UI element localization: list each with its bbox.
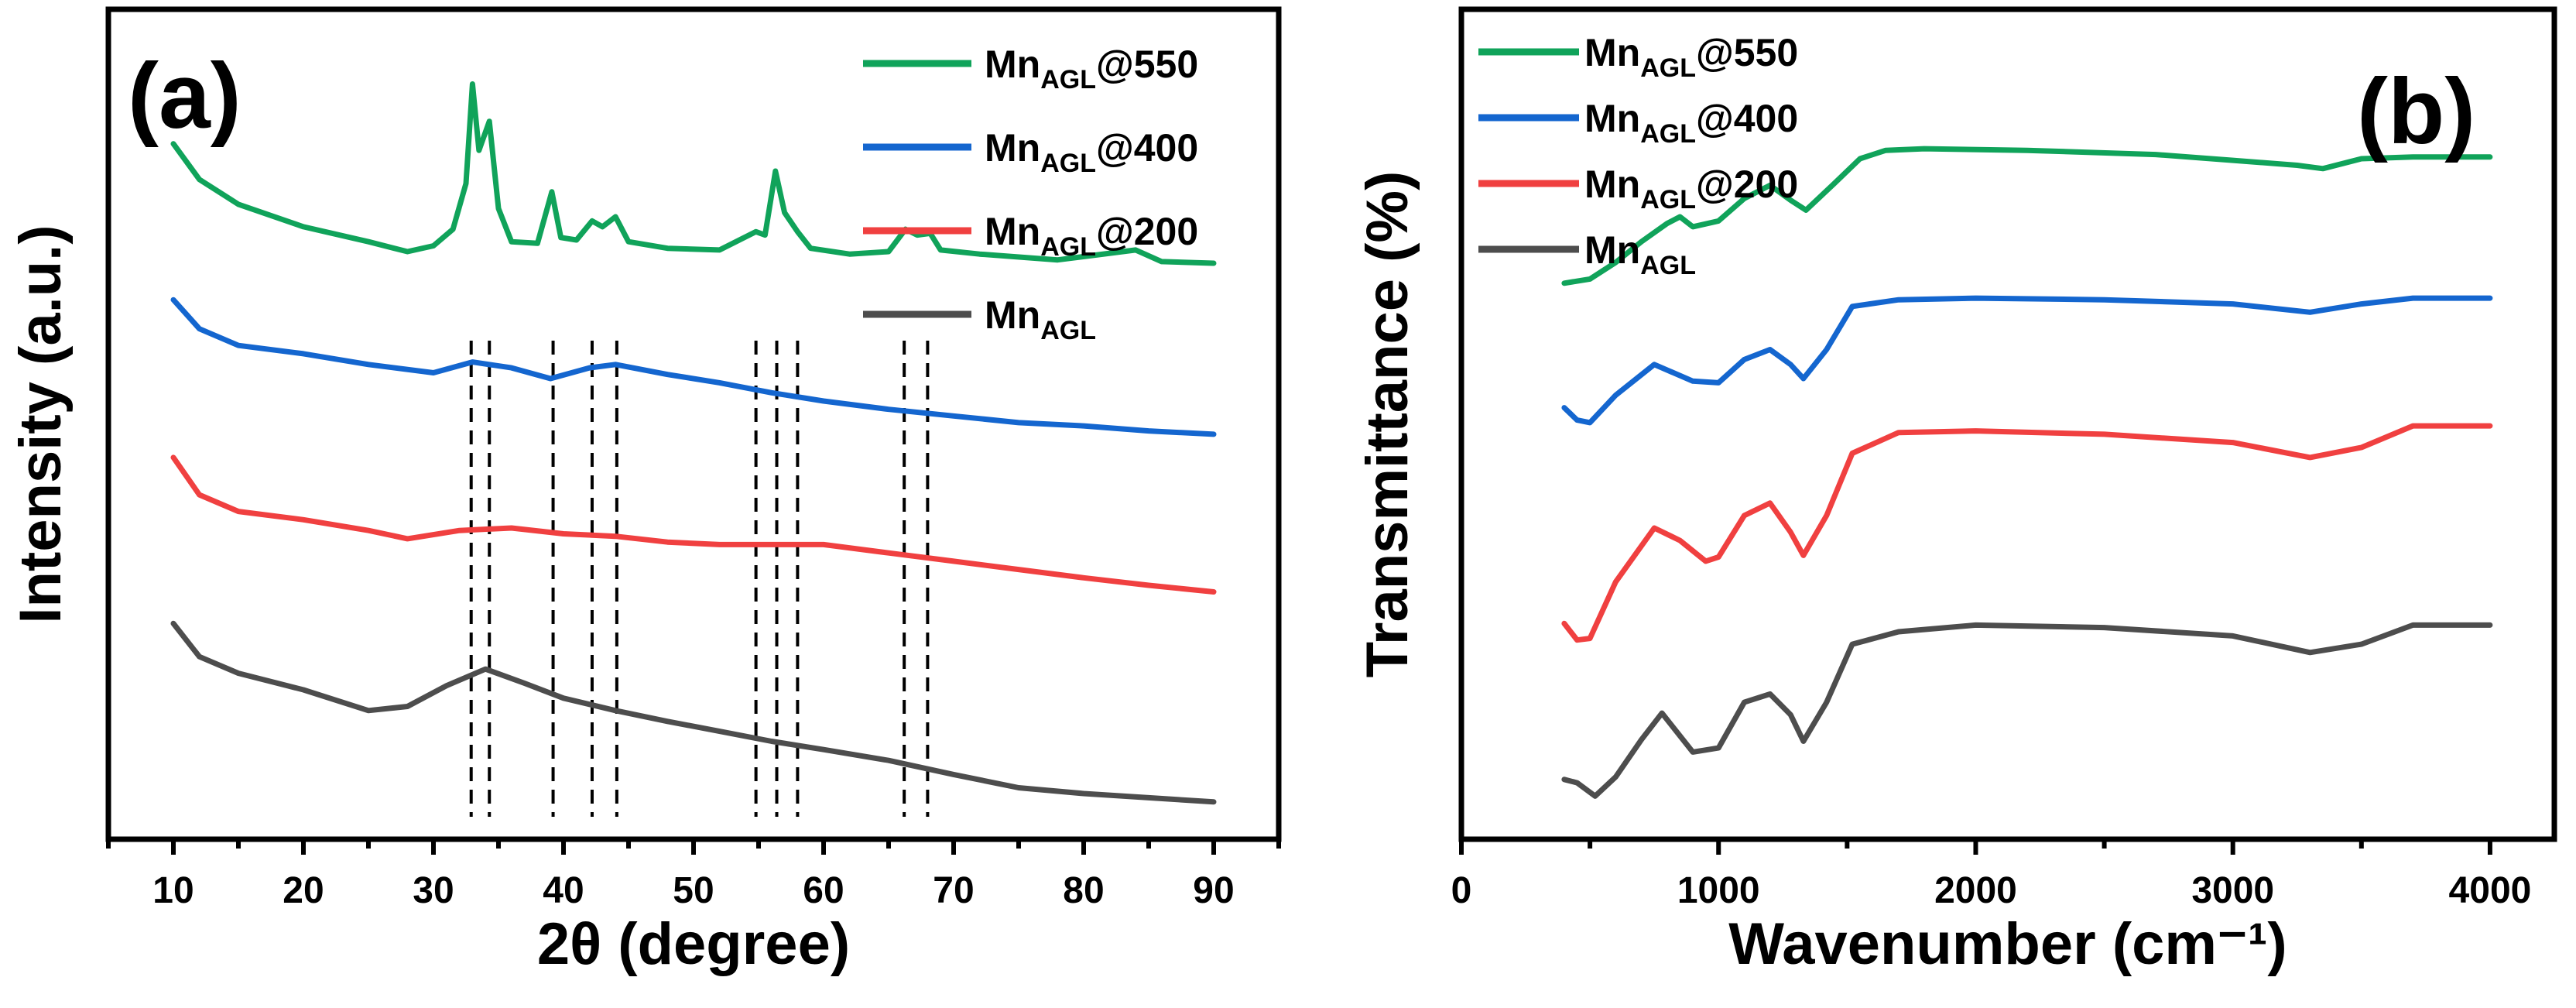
panel-a-x-axis-title: 2θ (degree) xyxy=(537,911,850,977)
panel-b-x-axis-title: Wavenumber (cm⁻¹) xyxy=(1728,911,2287,977)
panel-a-y-axis-title: Intensity (a.u.) xyxy=(8,225,74,623)
panel-a-chart: 10 20 30 40 50 60 70 80 90 2θ (degree) Intensity (… xyxy=(8,6,1282,977)
panel-b-legend-label-mn-agl-400: MnAGL@400 xyxy=(1584,97,1798,149)
panel-b-x-tick-label-4000: 4000 xyxy=(2449,870,2532,911)
panel-b-legend-label-mn-agl-200: MnAGL@200 xyxy=(1584,163,1798,214)
panel-b-x-tick-label-0: 0 xyxy=(1451,870,1472,911)
panel-b-x-tick-label-3000: 3000 xyxy=(2191,870,2274,911)
panel-a-x-tick-label-70: 70 xyxy=(933,870,974,911)
panel-b-legend-label-mn-agl: MnAGL xyxy=(1584,228,1696,280)
panel-a-series-line-mn-agl-550 xyxy=(170,81,1217,266)
panel-a-legend-label-mn-agl-400: MnAGL@400 xyxy=(985,126,1198,178)
panel-a-x-tick-label-10: 10 xyxy=(152,870,194,911)
panel-a-x-tick-label-80: 80 xyxy=(1063,870,1104,911)
panel-b-chart: 0 1000 2000 3000 4000 Wavenumber (cm⁻¹) Transm… xyxy=(1355,6,2557,977)
panel-a-x-tick-label-50: 50 xyxy=(673,870,714,911)
panel-a-series-line-mn-agl-200 xyxy=(170,454,1217,595)
panel-b-x-tick-label-1000: 1000 xyxy=(1677,870,1760,911)
panel-a-legend-label-mn-agl-200: MnAGL@200 xyxy=(985,210,1198,262)
panel-b-panel-label: (b) xyxy=(2357,60,2475,163)
panel-a-legend-label-mn-agl: MnAGL xyxy=(985,293,1096,345)
panel-a-x-tick-label-90: 90 xyxy=(1193,870,1234,911)
panel-a-x-tick-label-40: 40 xyxy=(543,870,584,911)
panel-a-x-tick-label-30: 30 xyxy=(413,870,454,911)
panel-b-y-axis-title: Transmittance (%) xyxy=(1355,171,1420,678)
panel-a-series-line-mn-agl xyxy=(170,620,1217,805)
panel-a-x-tick-label-60: 60 xyxy=(803,870,844,911)
panel-b-x-tick-label-2000: 2000 xyxy=(1934,870,2017,911)
panel-a-legend-label-mn-agl-550: MnAGL@550 xyxy=(985,43,1198,94)
panel-b-series-line-mn-agl-550 xyxy=(1561,146,2493,286)
panel-b-series-line-mn-agl xyxy=(1561,622,2493,799)
panel-b-series-line-mn-agl-200 xyxy=(1561,423,2493,643)
panel-b-legend-label-mn-agl-550: MnAGL@550 xyxy=(1584,31,1798,83)
panel-a-x-tick-label-20: 20 xyxy=(283,870,324,911)
panel-b-series-line-mn-agl-400 xyxy=(1561,295,2493,426)
panel-a-panel-label: (a) xyxy=(128,44,242,148)
panel-b-plot-frame xyxy=(1458,6,2557,842)
panel-a-series-line-mn-agl-400 xyxy=(170,297,1217,437)
